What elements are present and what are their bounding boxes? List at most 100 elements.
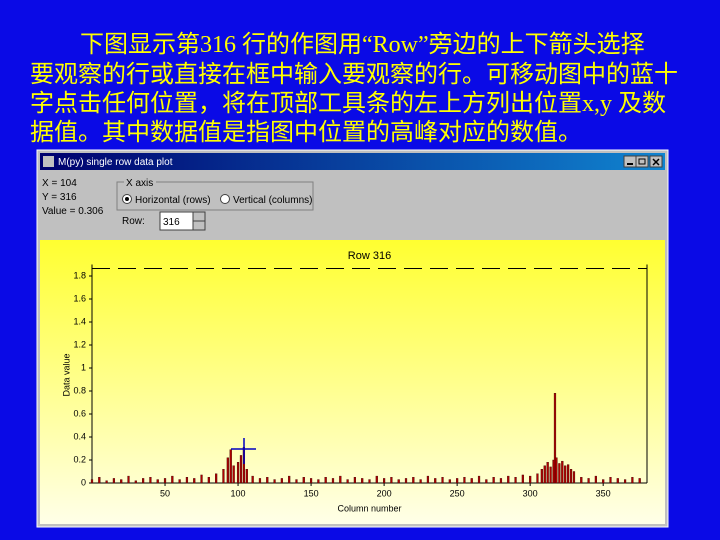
- bar: [448, 479, 451, 484]
- bar: [98, 477, 101, 484]
- bar: [540, 469, 543, 484]
- bar: [567, 464, 570, 484]
- x-axis-label: Column number: [337, 503, 401, 513]
- bar: [288, 475, 291, 484]
- bar: [266, 477, 269, 484]
- bar: [295, 479, 298, 484]
- bar: [251, 475, 254, 484]
- maximize-button[interactable]: [635, 155, 649, 168]
- bar: [470, 478, 473, 484]
- y-axis-label: Data value: [61, 353, 71, 396]
- bar: [536, 473, 539, 484]
- y-tick-label: 0.2: [73, 454, 86, 464]
- bar: [463, 477, 466, 484]
- bar: [229, 449, 232, 484]
- bar: [426, 475, 430, 484]
- bar: [543, 465, 546, 484]
- bar: [441, 477, 444, 484]
- y-tick-label: 1.4: [73, 316, 86, 326]
- radio-button[interactable]: [220, 194, 230, 204]
- window-icon: [43, 156, 54, 167]
- axis-group-box: [116, 181, 314, 211]
- maximize-glyph: [638, 158, 646, 165]
- bar: [156, 479, 159, 484]
- bar: [200, 474, 203, 484]
- bar: [222, 469, 225, 484]
- bar: [105, 480, 108, 484]
- bar: [616, 478, 619, 484]
- bar: [163, 478, 167, 484]
- bar: [245, 469, 248, 484]
- title-bar: [40, 153, 665, 170]
- bar: [587, 478, 590, 484]
- y-tick-label: 0: [81, 477, 86, 487]
- window-title: M(py) single row data plot: [58, 157, 173, 168]
- bar: [412, 477, 415, 484]
- bar: [171, 475, 174, 484]
- group-label-bg: [124, 177, 156, 187]
- bar: [623, 479, 627, 484]
- bar: [193, 478, 196, 484]
- bar: [361, 478, 364, 484]
- bar: [485, 479, 488, 484]
- bar: [339, 475, 342, 484]
- bar: [232, 465, 235, 484]
- bar: [507, 475, 510, 484]
- info-value: Value = 0.306: [42, 206, 104, 217]
- axis-group-label: X axis: [126, 178, 153, 189]
- row-value: 316: [163, 217, 180, 228]
- x-tick-label: 150: [304, 488, 319, 498]
- slide-line: 下图显示第316 行的作图用“Row”旁边的上下箭头选择: [80, 31, 645, 58]
- bar: [390, 477, 393, 484]
- bar: [553, 393, 557, 484]
- bar: [477, 475, 481, 484]
- y-tick-label: 1: [81, 362, 86, 372]
- x-tick-label: 300: [523, 488, 538, 498]
- y-tick-label: 0.8: [73, 385, 86, 395]
- slide-line: 据值。其中数据值是指图中位置的高峰对应的数值。: [30, 119, 582, 146]
- bar: [397, 479, 400, 484]
- bar: [499, 478, 503, 484]
- bar: [521, 474, 524, 484]
- info-y: Y = 316: [42, 192, 77, 203]
- bar: [514, 477, 517, 484]
- y-tick-label: 1.2: [73, 339, 86, 349]
- bar: [142, 478, 145, 484]
- bar: [456, 478, 459, 484]
- bar: [127, 475, 130, 484]
- spin-up[interactable]: [192, 211, 206, 222]
- cursor-cross: [231, 438, 256, 464]
- radio-dot: [125, 197, 129, 201]
- bar: [580, 477, 583, 484]
- y-tick-label: 1.6: [73, 293, 86, 303]
- bar: [215, 473, 218, 484]
- bar: [569, 469, 573, 484]
- bar: [368, 479, 371, 484]
- bar: [564, 465, 567, 484]
- x-tick-label: 350: [596, 488, 611, 498]
- bar: [529, 475, 532, 484]
- bar: [353, 477, 356, 484]
- bar: [112, 478, 116, 484]
- bar: [346, 479, 349, 484]
- spin-down[interactable]: [192, 220, 206, 231]
- bar: [572, 471, 576, 484]
- x-tick-label: 50: [160, 488, 170, 498]
- x-tick-label: 100: [231, 488, 246, 498]
- slide-line: 字点击任何位置，将在顶部工具条的左上方列出位置x,y 及数: [30, 90, 666, 117]
- bar: [185, 477, 189, 484]
- radio-label: Horizontal (rows): [135, 195, 211, 206]
- bar: [317, 479, 320, 484]
- bar: [549, 466, 552, 484]
- y-tick-label: 0.4: [73, 431, 86, 441]
- chart-panel: [40, 240, 665, 524]
- bar: [280, 478, 283, 484]
- bar: [609, 477, 612, 484]
- y-tick-label: 1.8: [73, 270, 86, 280]
- bar: [302, 477, 305, 484]
- radio-label: Vertical (columns): [233, 195, 312, 206]
- minimize-button[interactable]: [623, 155, 637, 168]
- info-x: X = 104: [42, 178, 77, 189]
- bar: [178, 479, 181, 484]
